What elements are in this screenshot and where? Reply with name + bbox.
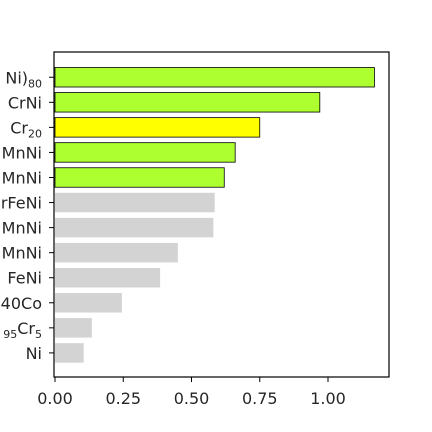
plot-frame <box>53 51 390 378</box>
category-label: Cr20 <box>10 118 42 140</box>
x-tick-label: 0.25 <box>105 389 141 408</box>
x-axis-ticks: 0.00 0.25 0.50 0.75 1.00 <box>37 76 346 408</box>
bar <box>55 293 122 313</box>
category-labels: Ni)80 CrNi Cr20 MnNi MnNi rFeNi MnNi MnNi FeNi 40… <box>1 68 42 363</box>
bar <box>55 318 92 338</box>
category-label: CrNi <box>8 93 42 112</box>
category-label: MnNi <box>2 244 42 263</box>
category-label: Ni)80 <box>5 68 42 90</box>
x-tick-label: 0.50 <box>174 389 210 408</box>
x-tick-label: 1.00 <box>310 389 346 408</box>
bar <box>55 242 178 263</box>
x-tick-label: 0.00 <box>37 389 73 408</box>
bar <box>54 117 261 138</box>
bar <box>54 67 375 88</box>
bar <box>55 267 161 288</box>
bar <box>55 192 215 213</box>
category-label: MnNi <box>2 219 42 238</box>
x-tick-label: 0.75 <box>242 389 278 408</box>
bar <box>55 343 84 363</box>
category-label: MnNi <box>2 143 42 162</box>
category-label: 40Co <box>1 294 42 313</box>
category-label: rFeNi <box>1 194 42 213</box>
category-label: FeNi <box>7 269 42 288</box>
category-label: Ni <box>26 344 42 363</box>
bar <box>54 167 225 188</box>
category-label: MnNi <box>2 168 42 187</box>
bars-layer <box>54 67 375 363</box>
category-label: 95Cr5 <box>3 319 42 341</box>
bar <box>54 92 321 113</box>
bar <box>55 217 214 238</box>
bar <box>54 142 236 163</box>
